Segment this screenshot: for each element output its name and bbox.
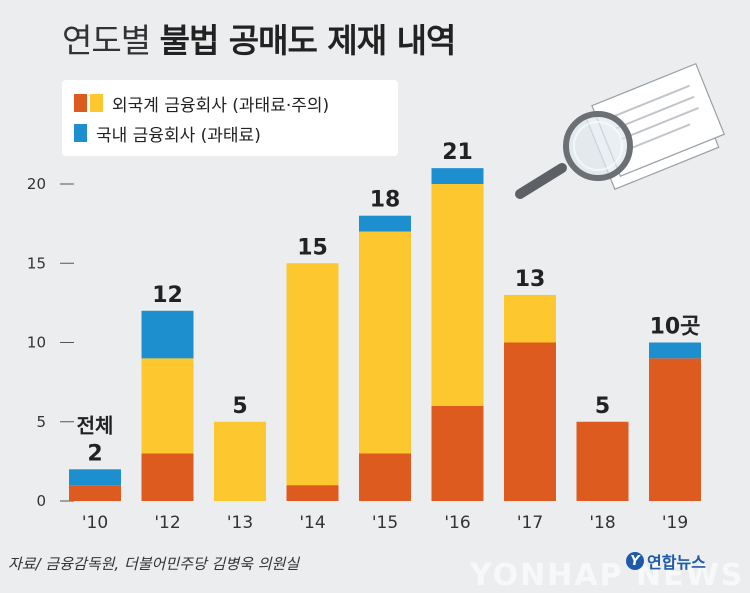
data-label: 21	[442, 140, 473, 165]
legend-item-foreign: 외국계 금융회사 (과태료·주의)	[74, 90, 329, 116]
yonhap-logo-text: 연합뉴스	[647, 553, 706, 572]
data-label: 10곳	[650, 315, 701, 340]
legend-label-foreign: 외국계 금융회사 (과태료·주의)	[112, 95, 330, 116]
y-tick-label: 10	[27, 334, 46, 352]
bar-segment	[431, 168, 484, 184]
legend-item-domestic: 국내 금융회사 (과태료)	[74, 120, 261, 146]
bar-segment	[141, 310, 194, 359]
chart-title-light: 연도별	[62, 21, 151, 60]
data-label: 12	[152, 283, 183, 308]
bar-segment	[286, 485, 339, 501]
y-tick-label: 0	[36, 492, 46, 510]
bar-segment	[141, 358, 194, 454]
y-tick-label: 15	[27, 254, 46, 272]
x-tick-label: '18	[589, 513, 615, 533]
bar-segment	[214, 421, 266, 501]
x-tick-label: '10	[82, 513, 108, 533]
x-tick-label: '12	[154, 513, 180, 533]
bar-segment	[576, 421, 629, 501]
y-tick-label: 20	[27, 175, 46, 193]
bar-segment	[504, 294, 556, 343]
bar-segment	[141, 453, 194, 501]
data-label: 5	[595, 394, 610, 419]
bar-segment	[359, 453, 411, 501]
legend-swatch-domestic-blue	[74, 124, 87, 142]
legend-label-domestic: 국내 금융회사 (과태료)	[96, 125, 261, 146]
x-tick-label: '13	[227, 513, 253, 533]
y-axis: 0 5 10 15 20	[27, 175, 74, 510]
data-label: 13	[515, 267, 546, 292]
x-tick-label: '16	[444, 513, 470, 533]
bar-segment	[286, 263, 339, 486]
data-label: 15	[297, 235, 328, 260]
x-tick-label: '14	[299, 513, 325, 533]
y-tick-label: 5	[36, 413, 46, 431]
magnifier-documents-icon	[515, 62, 726, 199]
total-note-label: 전체	[77, 413, 114, 437]
yonhap-logo: Y 연합뉴스	[626, 549, 706, 573]
yonhap-logo-icon: Y	[626, 552, 644, 570]
bar-segment	[359, 215, 411, 232]
bars	[69, 168, 701, 501]
x-tick-label: '15	[372, 513, 398, 533]
bar-segment	[431, 405, 484, 501]
legend-swatch-foreign-yellow	[90, 94, 103, 112]
data-label: 5	[232, 394, 247, 419]
x-axis-labels: '10 '12 '13 '14 '15 '16 '17 '18 '19	[82, 513, 688, 533]
x-tick-label: '17	[517, 513, 543, 533]
bar-segment	[649, 358, 701, 501]
legend: 외국계 금융회사 (과태료·주의) 국내 금융회사 (과태료)	[62, 80, 398, 156]
chart-title-bold: 불법 공매도 제재 내역	[159, 21, 457, 60]
bar-segment	[649, 342, 701, 359]
x-tick-label: '19	[662, 513, 688, 533]
source-credit: 자료/ 금융감독원, 더불어민주당 김병욱 의원실	[8, 555, 300, 573]
bar-segment	[69, 485, 121, 501]
data-labels: 2 전체 12 5 15 18 21 13 5 10곳	[77, 140, 701, 466]
data-label: 2	[87, 441, 102, 466]
bar-segment	[69, 469, 121, 486]
bar-segment	[504, 342, 556, 501]
data-label: 18	[370, 188, 401, 213]
legend-swatch-foreign-orange	[74, 94, 87, 112]
chart-title: 연도별 불법 공매도 제재 내역	[62, 14, 457, 62]
bar-segment	[431, 184, 484, 406]
bar-segment	[359, 231, 411, 454]
